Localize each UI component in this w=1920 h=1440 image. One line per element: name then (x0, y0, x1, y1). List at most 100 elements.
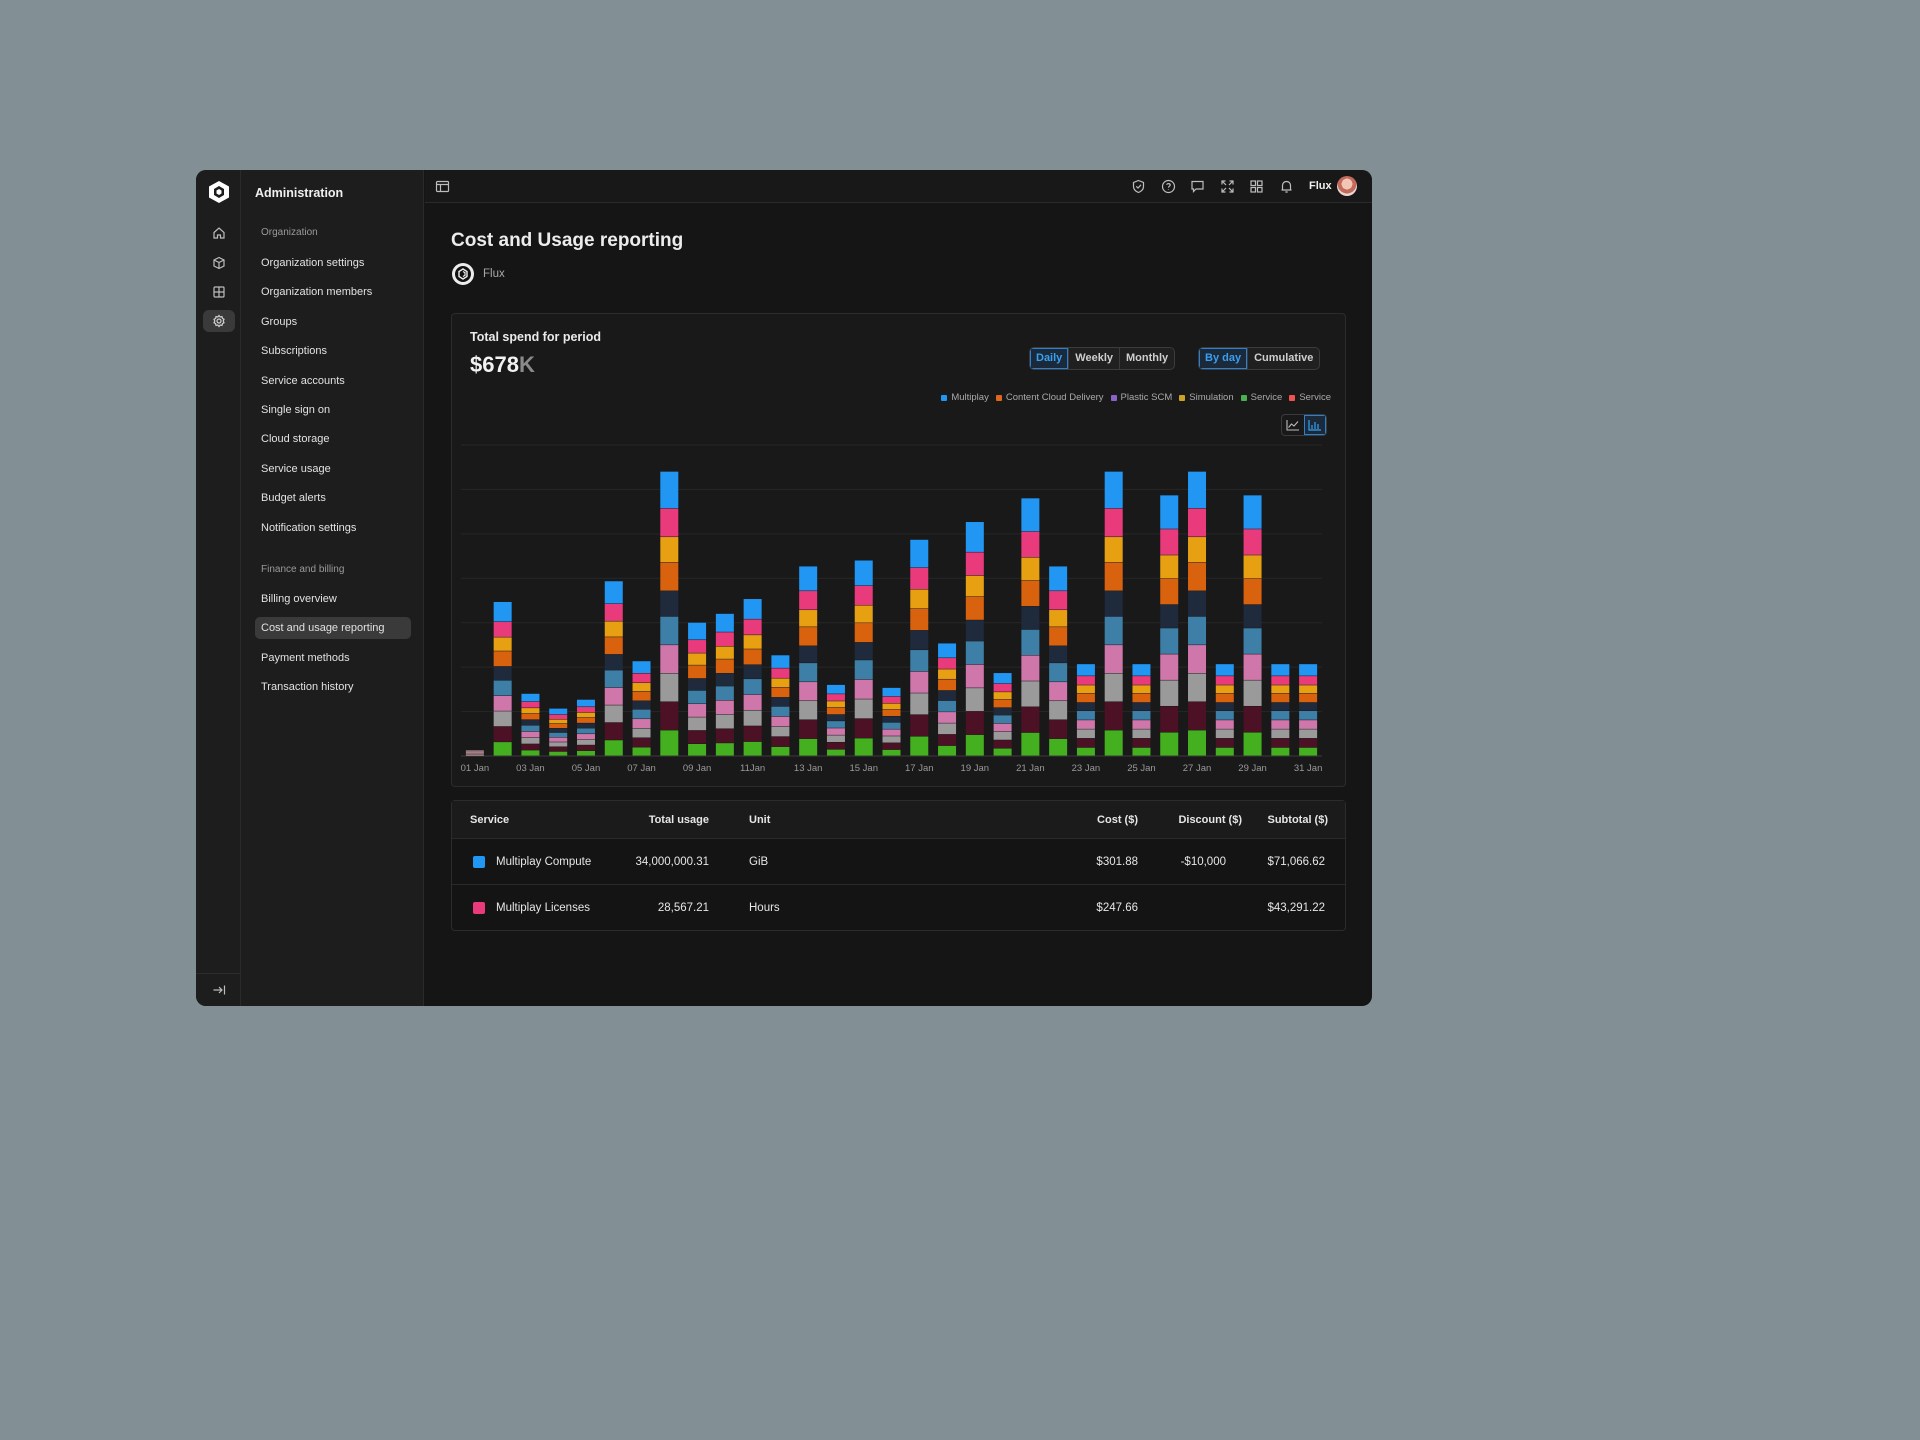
bar-stack[interactable] (493, 601, 512, 756)
period-weekly-button[interactable]: Weekly (1068, 348, 1119, 369)
message-icon[interactable] (1190, 179, 1205, 194)
bar-segment (1076, 729, 1095, 739)
bar-stack[interactable] (604, 581, 623, 756)
help-icon[interactable] (1161, 179, 1176, 194)
bar-stack[interactable] (521, 693, 540, 756)
grid-icon[interactable] (203, 281, 235, 303)
bar-stack[interactable] (1076, 664, 1095, 756)
legend-item[interactable]: Multiplay (941, 392, 989, 403)
bar-segment (465, 753, 484, 755)
sidebar-item-subscriptions[interactable]: Subscriptions (261, 345, 328, 357)
bar-stack[interactable] (1243, 495, 1262, 756)
bar-stack[interactable] (549, 708, 568, 756)
legend-item[interactable]: Service (1289, 392, 1331, 403)
sidebar-item-cloud-storage[interactable]: Cloud storage (261, 433, 330, 445)
header-service[interactable]: Service (470, 813, 510, 826)
user-name[interactable]: Flux (1309, 180, 1332, 192)
sidebar-item-service-accounts[interactable]: Service accounts (261, 375, 345, 387)
bar-stack[interactable] (688, 622, 707, 756)
bar-stack[interactable] (910, 539, 929, 756)
bar-stack[interactable] (632, 661, 651, 756)
unity-logo-icon[interactable] (207, 180, 231, 204)
shield-icon[interactable] (1131, 179, 1146, 194)
legend-item[interactable]: Plastic SCM (1110, 392, 1172, 403)
bar-stack[interactable] (1188, 471, 1207, 756)
header-total-usage[interactable]: Total usage (648, 813, 709, 826)
sidebar-item-single-sign-on[interactable]: Single sign on (261, 404, 331, 416)
mode-by-day-button[interactable]: By day (1199, 348, 1248, 369)
bar-segment (1271, 685, 1290, 694)
legend-item[interactable]: Service (1240, 392, 1282, 403)
avatar[interactable] (1337, 176, 1357, 196)
bar-stack[interactable] (1271, 664, 1290, 756)
sidebar-item-transaction-history[interactable]: Transaction history (261, 681, 354, 693)
bar-stack[interactable] (826, 684, 845, 756)
period-monthly-button[interactable]: Monthly (1119, 348, 1174, 369)
sidebar-item-organization-settings[interactable]: Organization settings (261, 257, 365, 269)
bar-segment (743, 679, 762, 695)
home-icon[interactable] (203, 222, 235, 244)
sidebar-item-service-usage[interactable]: Service usage (261, 463, 331, 475)
bar-stack[interactable] (993, 673, 1012, 756)
bar-stack[interactable] (1049, 566, 1068, 756)
header-subtotal[interactable]: Subtotal ($) (1267, 813, 1329, 826)
bar-segment (688, 678, 707, 691)
settings-gear-icon[interactable] (203, 310, 235, 332)
sidebar-item-billing-overview[interactable]: Billing overview (261, 593, 337, 605)
bar-stack[interactable] (1021, 498, 1040, 756)
bar-stack[interactable] (882, 687, 901, 756)
mode-cumulative-button[interactable]: Cumulative (1247, 348, 1319, 369)
line-chart-icon[interactable] (1282, 415, 1304, 435)
bar-stack[interactable] (965, 522, 984, 756)
bar-segment (1076, 664, 1095, 676)
admin-sidebar: Administration Organization Organization… (241, 170, 424, 1006)
apps-icon[interactable] (1249, 179, 1264, 194)
bar-stack[interactable] (799, 566, 818, 756)
header-unit[interactable]: Unit (749, 813, 771, 826)
legend-swatch (1110, 394, 1117, 401)
bar-segment (882, 736, 901, 743)
collapse-sidebar-icon[interactable] (196, 973, 241, 1006)
bar-stack[interactable] (660, 471, 679, 756)
legend-item[interactable]: Simulation (1179, 392, 1234, 403)
bar-stack[interactable] (465, 750, 484, 756)
bar-stack[interactable] (771, 655, 790, 756)
cube-icon[interactable] (203, 252, 235, 274)
sidebar-item-payment-methods[interactable]: Payment methods (261, 652, 350, 664)
bar-stack[interactable] (854, 560, 873, 756)
sidebar-item-cost-and-usage-reporting[interactable]: Cost and usage reporting (255, 617, 411, 639)
bar-segment (632, 661, 651, 674)
bar-segment (910, 671, 929, 693)
sidebar-item-organization-members[interactable]: Organization members (261, 286, 373, 298)
bar-segment (1243, 555, 1262, 579)
bar-stack[interactable] (743, 599, 762, 756)
bar-segment (965, 641, 984, 665)
sidebar-item-notification-settings[interactable]: Notification settings (261, 522, 357, 534)
bar-stack[interactable] (1132, 664, 1151, 756)
period-daily-button[interactable]: Daily (1030, 348, 1069, 369)
bar-stack[interactable] (1215, 664, 1234, 756)
bar-stack[interactable] (715, 613, 734, 756)
sidebar-item-budget-alerts[interactable]: Budget alerts (261, 492, 326, 504)
bell-icon[interactable] (1279, 179, 1294, 194)
bar-stack[interactable] (1299, 664, 1318, 756)
bar-chart-icon[interactable] (1304, 415, 1326, 435)
header-discount[interactable]: Discount ($) (1178, 813, 1242, 826)
table-row[interactable]: Multiplay Licenses 28,567.21 Hours $247.… (452, 884, 1345, 930)
table-row[interactable]: Multiplay Compute 34,000,000.31 GiB $301… (452, 838, 1345, 884)
bar-segment (688, 653, 707, 665)
sidebar-item-groups[interactable]: Groups (261, 316, 298, 328)
expand-icon[interactable] (1220, 179, 1235, 194)
bar-segment (1021, 606, 1040, 630)
bar-stack[interactable] (1160, 495, 1179, 756)
bar-segment (549, 742, 568, 747)
sidebar-toggle-icon[interactable] (435, 179, 450, 194)
legend-item[interactable]: Content Cloud Delivery (995, 392, 1104, 403)
bar-segment (1188, 537, 1207, 563)
bar-stack[interactable] (576, 699, 595, 756)
header-cost[interactable]: Cost ($) (1097, 813, 1138, 826)
bar-segment (938, 658, 957, 669)
bar-segment (715, 686, 734, 701)
bar-stack[interactable] (938, 643, 957, 756)
bar-stack[interactable] (1104, 471, 1123, 756)
